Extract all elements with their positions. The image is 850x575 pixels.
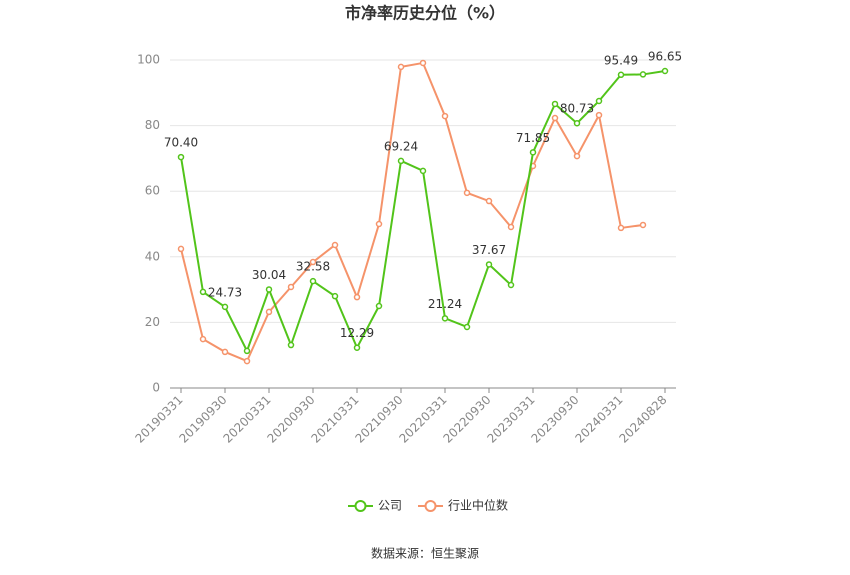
data-label: 30.04 [252, 268, 286, 282]
data-label: 32.58 [296, 260, 330, 274]
data-point [265, 286, 273, 293]
data-point [661, 67, 669, 75]
data-point [441, 112, 449, 120]
data-point [397, 63, 405, 71]
data-label: 12.29 [340, 326, 374, 340]
data-label: 70.40 [164, 136, 198, 150]
data-point [177, 153, 185, 161]
data-label: 24.73 [208, 285, 242, 299]
data-point [595, 111, 603, 119]
data-point [639, 221, 647, 229]
data-point [177, 245, 185, 253]
data-point [441, 315, 449, 322]
data-point [375, 220, 383, 228]
data-point [309, 258, 317, 266]
data-label: 96.65 [648, 49, 682, 63]
data-point [507, 223, 515, 231]
data-point [309, 277, 317, 285]
data-point [463, 323, 471, 331]
data-point [529, 149, 537, 156]
data-point [331, 241, 339, 249]
data-point [573, 152, 581, 160]
data-point [243, 357, 251, 365]
data-label: 71.85 [516, 131, 550, 145]
series-line [180, 61, 644, 363]
data-point [265, 308, 273, 316]
data-point [353, 293, 361, 301]
legend-marker [424, 500, 437, 512]
data-label: 95.49 [604, 53, 638, 67]
data-label: 69.24 [384, 139, 418, 153]
data-point [617, 224, 625, 232]
y-tick-label: 100 [137, 53, 160, 67]
data-point [287, 341, 295, 349]
data-point [485, 197, 493, 205]
data-point [463, 189, 471, 197]
y-tick-label: 20 [145, 315, 160, 329]
y-tick-label: 60 [145, 184, 160, 198]
data-point [221, 303, 229, 311]
data-point [199, 288, 207, 296]
data-point [595, 97, 603, 105]
y-tick-label: 0 [152, 381, 160, 395]
data-point [639, 71, 647, 78]
data-point [573, 119, 581, 127]
legend-label: 公司 [378, 499, 402, 513]
data-point [353, 344, 361, 351]
data-point [617, 71, 625, 79]
y-tick-label: 80 [145, 118, 160, 132]
data-point [419, 59, 427, 67]
data-point [331, 292, 339, 300]
source-note: 数据来源：恒生聚源 [371, 546, 479, 561]
legend-marker [354, 500, 367, 512]
y-tick-label: 40 [145, 249, 160, 263]
data-point [551, 114, 559, 122]
chart-title: 市净率历史分位（%） [345, 4, 505, 23]
x-tick-label: 20240828 [617, 393, 670, 446]
data-point [551, 100, 559, 108]
legend-label: 行业中位数 [448, 498, 508, 513]
data-point [419, 167, 427, 175]
data-point [485, 261, 493, 268]
data-label: 21.24 [428, 297, 462, 311]
data-point [397, 157, 405, 165]
data-point [221, 348, 229, 356]
data-point [287, 283, 295, 291]
data-label: 37.67 [472, 243, 506, 257]
data-point [375, 302, 383, 310]
data-point [243, 347, 251, 355]
data-point [507, 281, 515, 289]
data-point [199, 335, 207, 343]
data-label: 80.73 [560, 102, 594, 116]
